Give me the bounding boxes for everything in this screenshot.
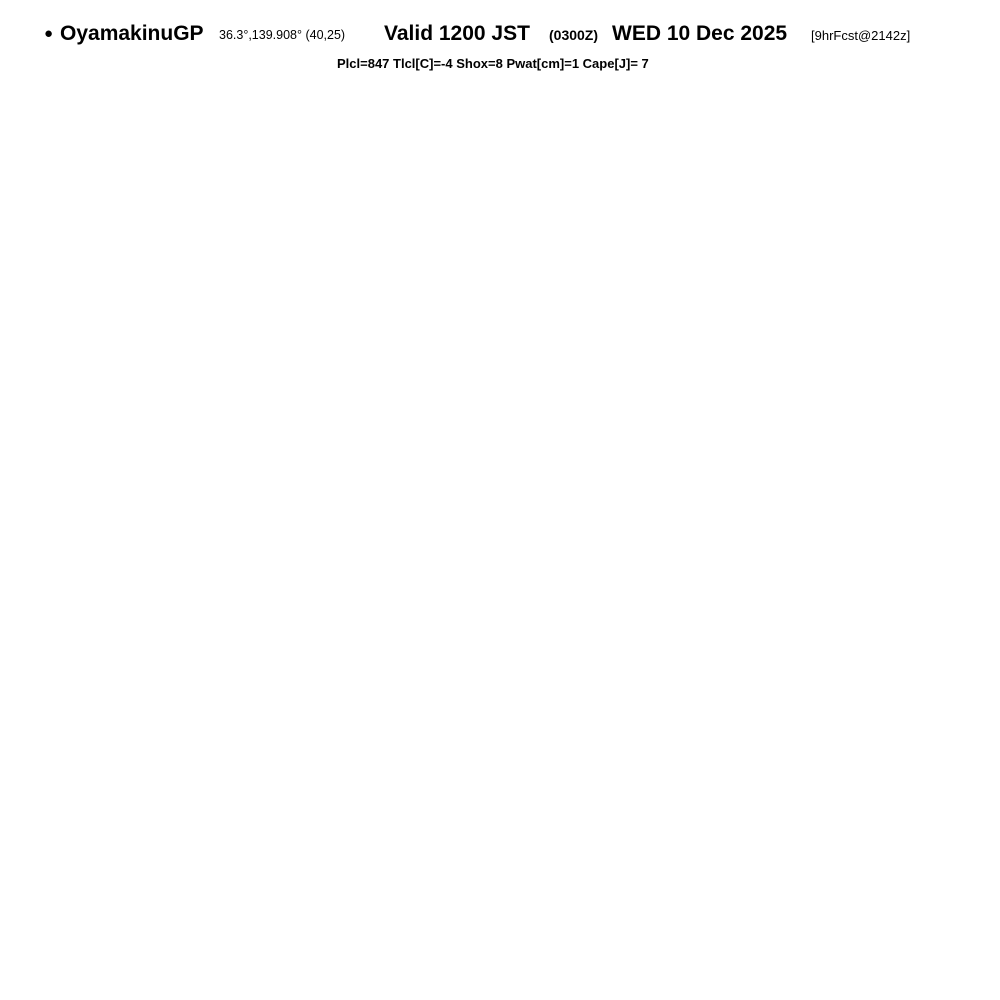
station-bullet-icon: ● <box>44 25 54 42</box>
station-coords: 36.3°,139.908° (40,25) <box>219 28 346 42</box>
valid-date: WED 10 Dec 2025 <box>612 22 788 45</box>
valid-time-utc: (0300Z) <box>549 27 599 43</box>
valid-time: Valid 1200 JST <box>384 22 530 45</box>
station-name: OyamakinuGP <box>60 22 204 45</box>
stability-indices: Plcl=847 Tlcl[C]=-4 Shox=8 Pwat[cm]=1 Ca… <box>337 56 649 71</box>
forecast-tag: [9hrFcst@2142z] <box>811 28 911 43</box>
